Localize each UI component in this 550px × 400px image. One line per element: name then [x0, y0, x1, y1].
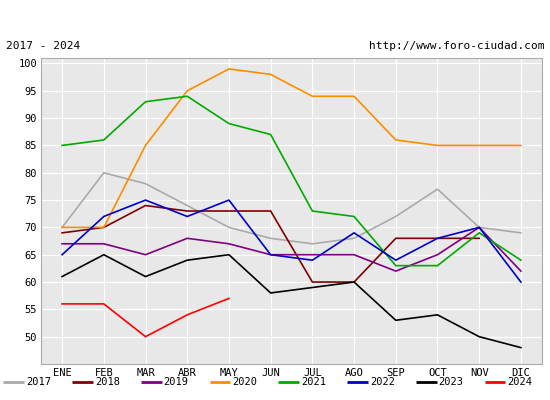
Text: 2017: 2017 [26, 377, 51, 387]
Text: 2019: 2019 [163, 377, 189, 387]
Text: 2018: 2018 [95, 377, 120, 387]
Text: Evolucion del paro registrado en Víznar: Evolucion del paro registrado en Víznar [104, 9, 446, 25]
Text: 2020: 2020 [232, 377, 257, 387]
Text: 2024: 2024 [507, 377, 532, 387]
Text: 2017 - 2024: 2017 - 2024 [6, 41, 80, 51]
Text: 2022: 2022 [370, 377, 395, 387]
Text: 2023: 2023 [439, 377, 464, 387]
Text: 2021: 2021 [301, 377, 326, 387]
Text: http://www.foro-ciudad.com: http://www.foro-ciudad.com [369, 41, 544, 51]
